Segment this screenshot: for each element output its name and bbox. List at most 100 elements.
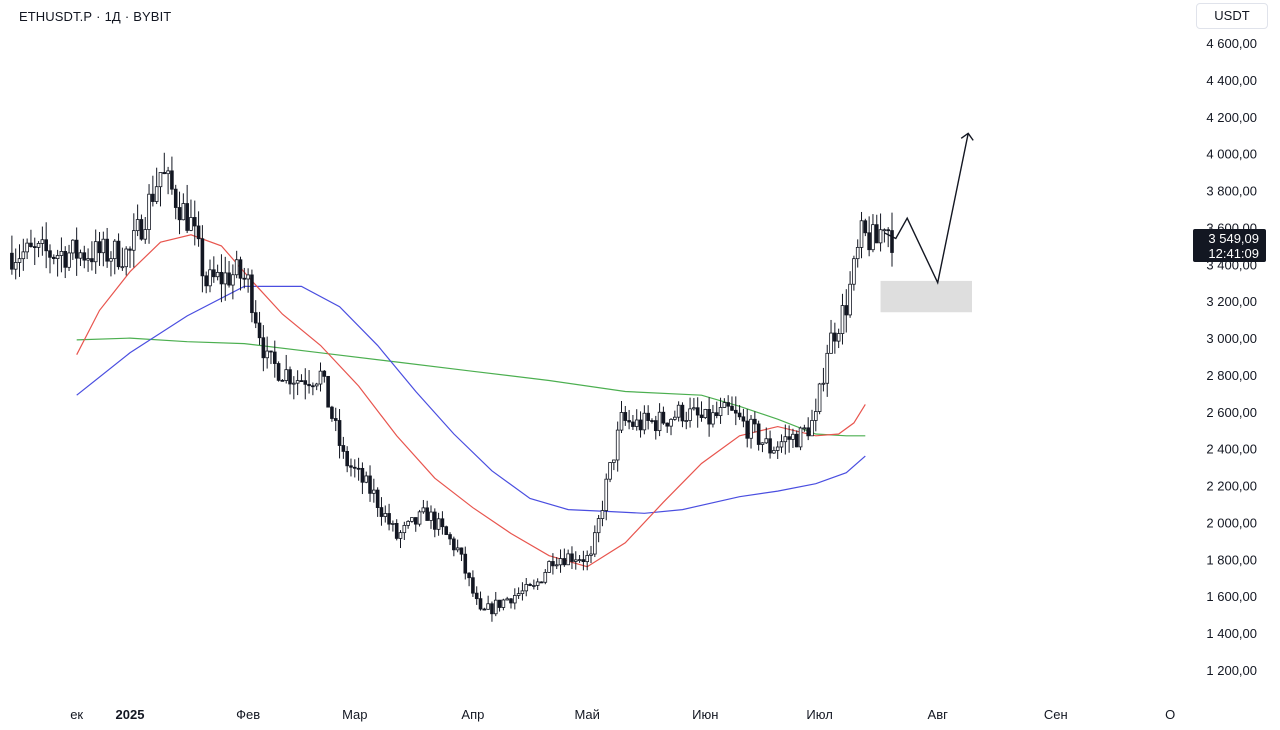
candle-body	[634, 419, 639, 427]
candle-body	[143, 229, 148, 240]
candle-body	[212, 269, 216, 278]
candle-body	[593, 532, 597, 555]
last-price-value: 3 549,09	[1208, 231, 1259, 246]
symbol-title[interactable]: ETHUSDT.P · 1Д · BYBIT	[19, 9, 171, 24]
candle-body	[882, 229, 887, 232]
candle-body	[722, 402, 727, 408]
candle-body	[497, 599, 502, 608]
candle-body	[86, 258, 90, 261]
candle-body	[276, 363, 281, 381]
x-tick-label: Мар	[342, 707, 367, 722]
candle-body	[833, 332, 837, 342]
x-tick-label: О	[1165, 707, 1175, 722]
candle-body	[349, 465, 353, 468]
candle-body	[680, 404, 685, 422]
candle-body	[109, 258, 113, 262]
candle-body	[318, 370, 323, 385]
candle-body	[429, 511, 433, 521]
candle-body	[745, 420, 750, 439]
y-tick-label: 4 000,00	[1206, 147, 1257, 162]
candle-body	[147, 193, 151, 230]
candle-body	[768, 438, 772, 454]
candle-body	[185, 203, 189, 231]
currency-button[interactable]: USDT	[1196, 3, 1268, 29]
candle-body	[93, 241, 98, 263]
candle-body	[779, 441, 784, 448]
candle-body	[859, 220, 864, 248]
candle-body	[844, 305, 849, 316]
candle-body	[52, 256, 56, 259]
candle-body	[292, 382, 296, 385]
y-tick-label: 1 600,00	[1206, 589, 1257, 604]
bar-countdown: 12:41:09	[1208, 246, 1259, 261]
y-tick-label: 1 200,00	[1206, 663, 1257, 678]
candle-body	[135, 219, 140, 232]
x-tick-label: Сен	[1044, 707, 1068, 722]
candle-body	[653, 420, 658, 432]
candle-body	[798, 427, 803, 448]
candle-body	[455, 547, 460, 551]
candle-body	[417, 511, 422, 525]
candle-body	[352, 466, 357, 469]
candle-body	[650, 420, 654, 422]
candle-body	[402, 525, 407, 534]
candle-body	[181, 203, 186, 221]
candle-body	[128, 248, 132, 251]
candle-body	[532, 585, 536, 587]
y-tick-label: 3 800,00	[1206, 184, 1257, 199]
candle-body	[695, 407, 700, 416]
candle-body	[890, 230, 894, 253]
candle-body	[840, 305, 845, 334]
candle-body	[413, 517, 418, 525]
candle-body	[524, 583, 529, 592]
x-tick-label: ек	[70, 707, 83, 722]
candle-body	[345, 451, 349, 467]
x-tick-label: Май	[574, 707, 599, 722]
candle-body	[673, 416, 677, 420]
candle-body	[836, 333, 841, 342]
candle-body	[71, 239, 75, 254]
candle-body	[288, 369, 292, 385]
candle-body	[29, 242, 33, 247]
candle-body	[505, 598, 509, 601]
candle-body	[874, 224, 879, 244]
candle-body	[486, 603, 490, 610]
candle-body	[791, 433, 795, 440]
candle-body	[513, 595, 517, 604]
symbol-name: ETHUSDT.P	[19, 9, 93, 24]
title-separator: ·	[96, 9, 101, 24]
candle-body	[852, 258, 856, 285]
candle-body	[753, 418, 757, 425]
candle-body	[326, 375, 330, 408]
x-tick-label: Авг	[928, 707, 949, 722]
time-axis[interactable]: ек 2025 Фев Мар Апр Май Июн Июл Авг Сен О	[70, 707, 1175, 722]
zone-rect	[880, 280, 973, 313]
candle-body	[783, 436, 788, 443]
candle-body	[330, 406, 334, 419]
candle-body	[299, 380, 304, 383]
y-tick-label: 3 200,00	[1206, 294, 1257, 309]
candle-body	[231, 274, 235, 286]
candle-body	[17, 258, 22, 263]
candle-body	[581, 559, 586, 563]
candle-body	[44, 239, 48, 252]
x-tick-label: Июл	[806, 707, 832, 722]
price-axis[interactable]: 4 600,00 4 400,00 4 200,00 4 000,00 3 800,00…	[1206, 36, 1257, 678]
candle-body	[604, 478, 609, 511]
y-tick-label: 2 200,00	[1206, 479, 1257, 494]
candle-body	[646, 412, 650, 421]
candle-body	[387, 513, 391, 525]
candle-body	[238, 259, 243, 279]
candle-body	[867, 232, 871, 251]
candle-body	[821, 382, 826, 385]
candle-body	[688, 408, 692, 421]
candle-body	[585, 555, 589, 563]
candle-body	[642, 412, 647, 431]
candle-body	[215, 271, 220, 278]
candle-body	[204, 275, 209, 287]
candle-body	[528, 583, 532, 586]
x-tick-label: Июн	[692, 707, 718, 722]
candle-body	[10, 252, 14, 270]
